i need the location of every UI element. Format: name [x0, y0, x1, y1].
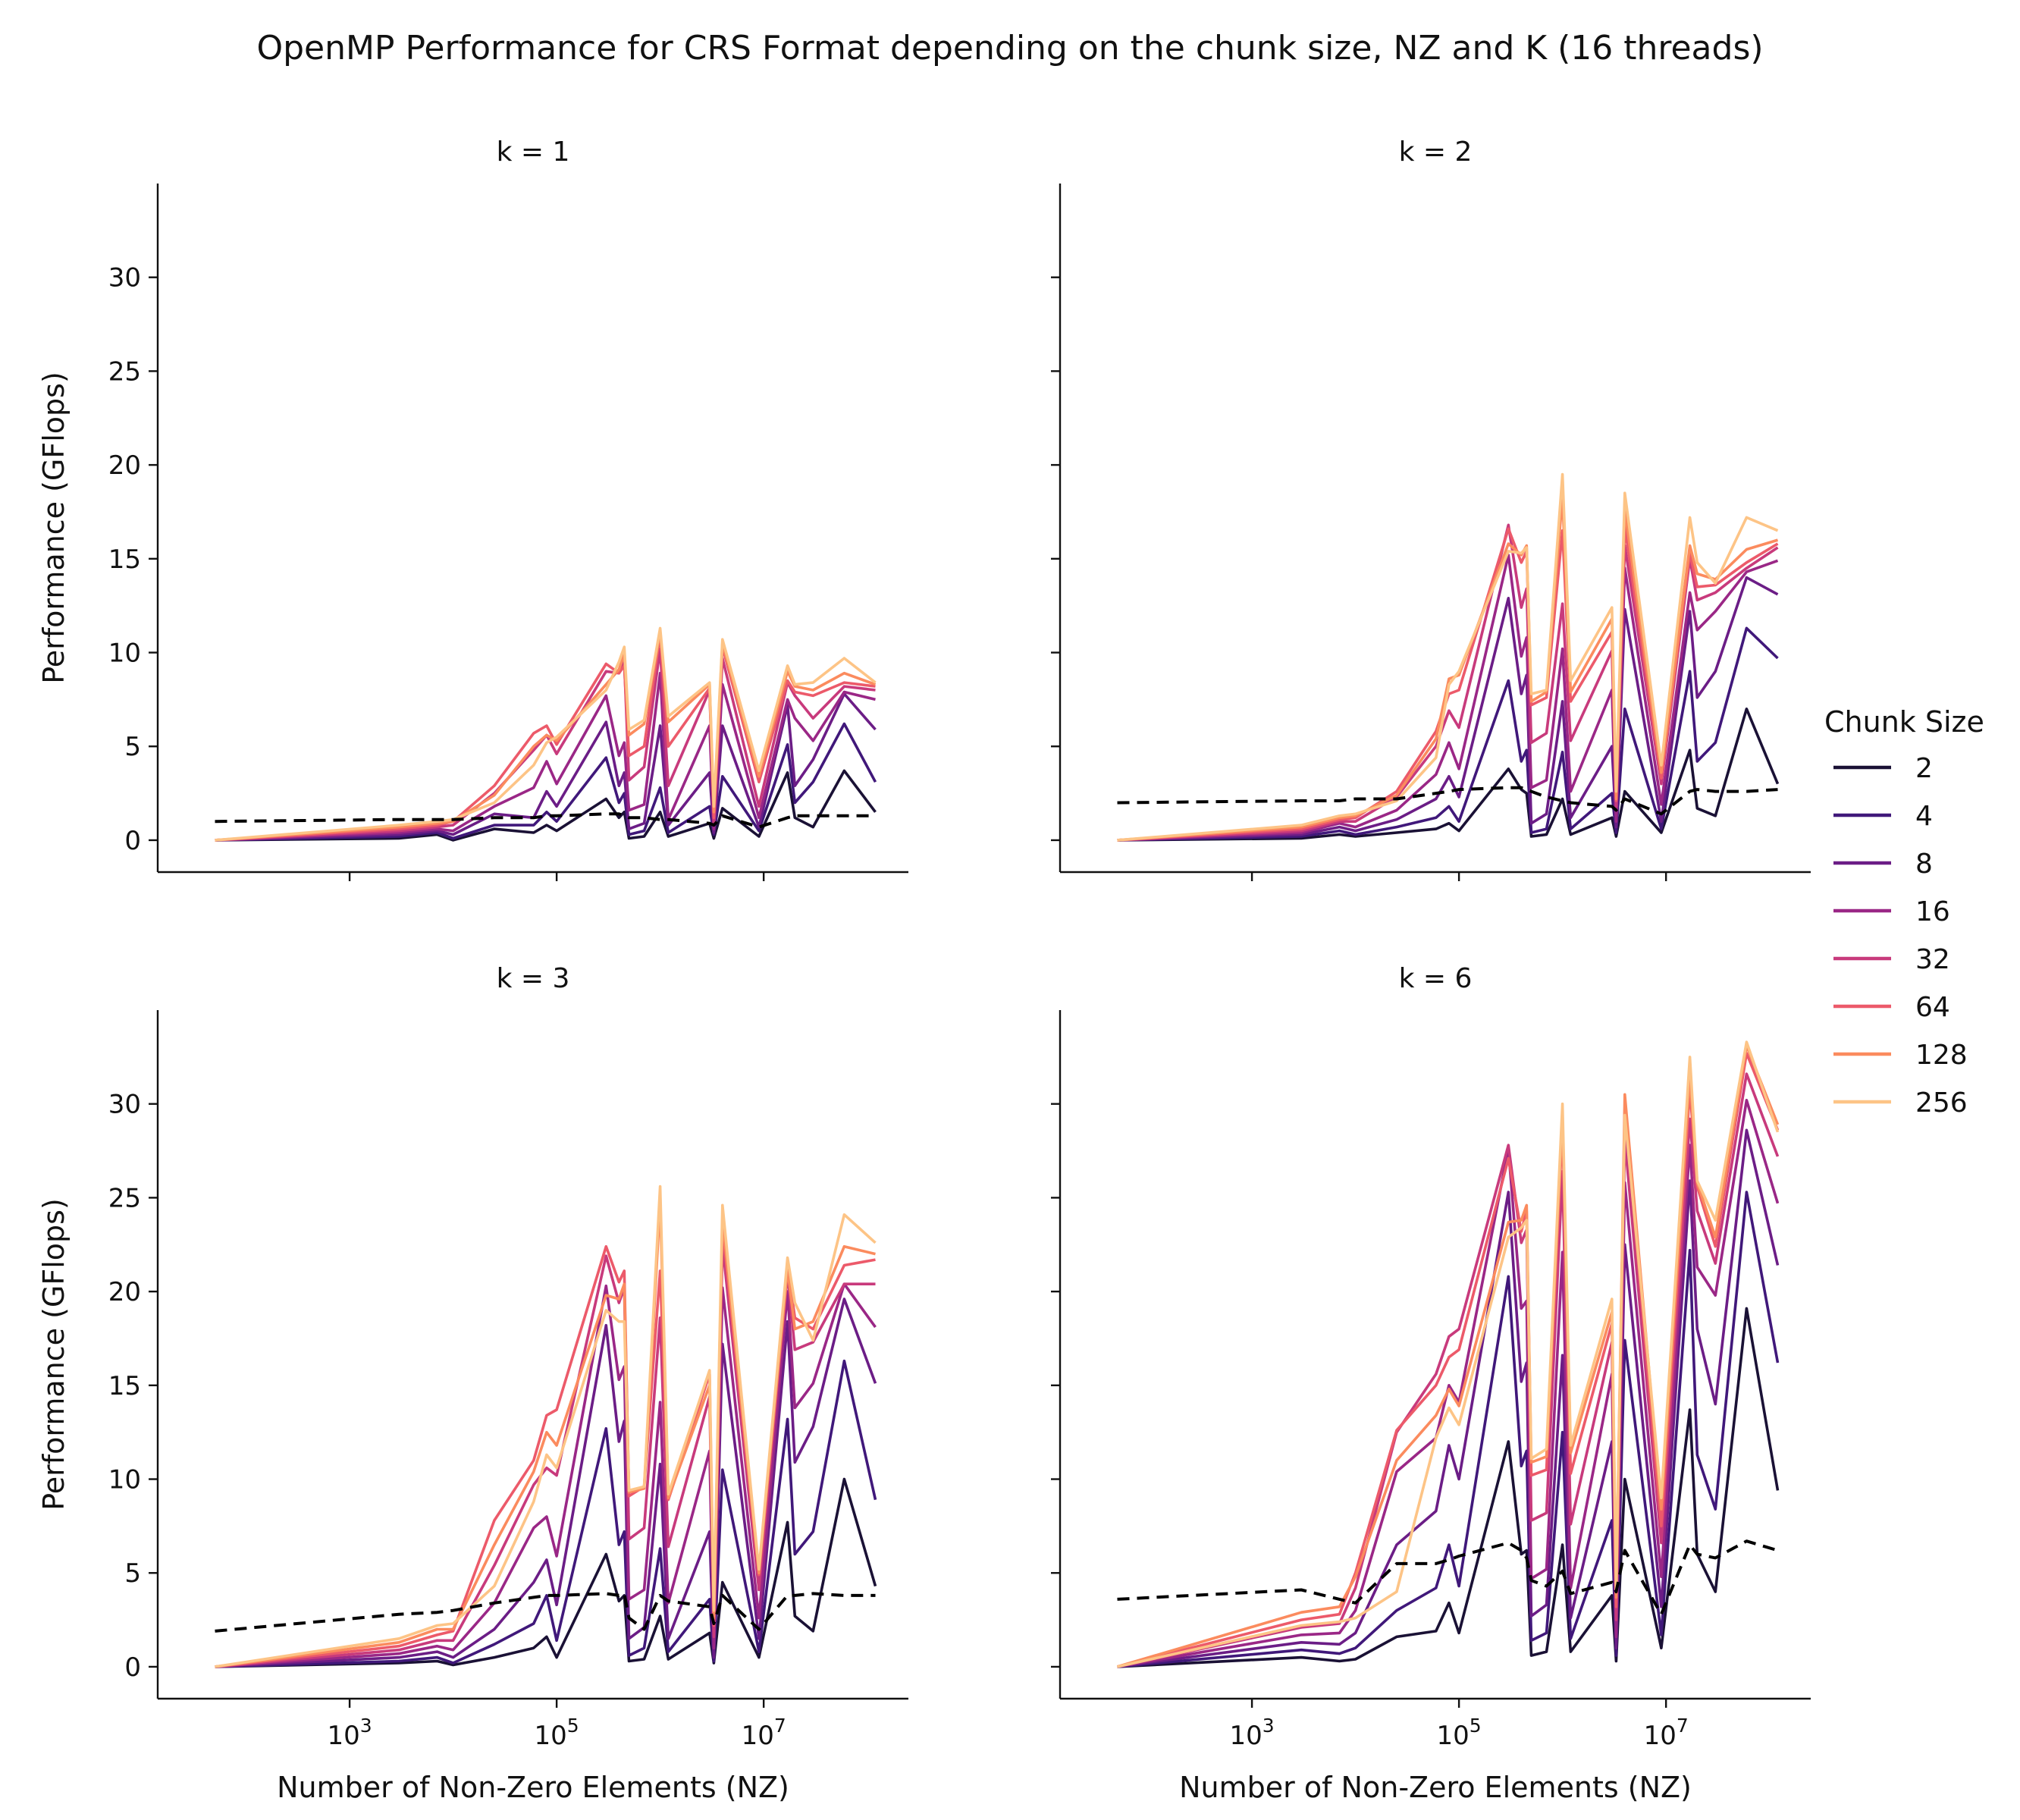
- panel-4: k = 6 103 105 107 Number of Non-Zero Element…: [1051, 963, 1811, 1804]
- x-tick-label: 103: [1230, 1715, 1275, 1751]
- series-line-baseline: [1117, 1539, 1779, 1616]
- y-tick-label: 5: [124, 1558, 141, 1589]
- legend-label-128: 128: [1915, 1040, 1968, 1071]
- series-line-chunk-4: [215, 1359, 877, 1668]
- series-line-chunk-128: [1117, 495, 1779, 842]
- series-line-chunk-8: [215, 1298, 877, 1668]
- y-tick-label: 5: [124, 732, 141, 762]
- series-line-chunk-4: [1117, 626, 1779, 842]
- series-line-chunk-256: [215, 626, 877, 842]
- x-tick-label: 107: [742, 1715, 786, 1751]
- series-line-chunk-256: [215, 1185, 877, 1668]
- panel-3: k = 3 0 5 10 15 20 25 30 103 105 107 Performance (G…: [37, 963, 908, 1804]
- y-tick-label: 15: [108, 1371, 141, 1401]
- x-tick-label: 107: [1644, 1715, 1689, 1751]
- legend-label-8: 8: [1915, 849, 1933, 880]
- series-line-chunk-32: [1117, 523, 1779, 842]
- series-line-chunk-2: [215, 1477, 877, 1668]
- y-tick-label: 25: [108, 1183, 141, 1213]
- series-line-chunk-64: [1117, 525, 1779, 842]
- y-tick-label: 10: [108, 1465, 141, 1495]
- series-line-chunk-256: [1117, 472, 1779, 842]
- series-line-chunk-256: [1117, 1040, 1780, 1668]
- series-line-chunk-16: [1117, 554, 1779, 842]
- panel-1: k = 1 0 5 10 15 20 25 30 Performance (GFlops): [37, 136, 908, 881]
- y-tick-label: 30: [108, 1090, 141, 1120]
- series-line-chunk-8: [215, 692, 877, 842]
- series-line-chunk-4: [215, 722, 877, 842]
- panel-title: k = 2: [1399, 136, 1473, 168]
- series-line-baseline: [215, 812, 876, 829]
- x-tick-label: 103: [328, 1715, 372, 1751]
- y-tick-label: 20: [108, 1277, 141, 1307]
- y-tick-label: 0: [124, 826, 141, 856]
- panel-2: k = 2: [1051, 136, 1811, 881]
- series-line-chunk-16: [215, 1282, 877, 1668]
- legend: Chunk Size 2 4 8 16 32 64 128 256: [1824, 705, 1984, 1119]
- series-line-baseline: [1117, 786, 1778, 816]
- legend-label-32: 32: [1915, 944, 1950, 975]
- series-line-chunk-2: [1117, 707, 1780, 842]
- series-line-chunk-32: [1117, 1072, 1780, 1668]
- series-line-chunk-64: [215, 632, 876, 842]
- series-line-chunk-2: [215, 769, 877, 842]
- y-axis-label: Performance (GFlops): [37, 1198, 71, 1511]
- y-tick-label: 20: [108, 450, 141, 481]
- series-line-chunk-128: [215, 1202, 876, 1668]
- x-tick-label: 105: [1437, 1715, 1482, 1751]
- legend-label-4: 4: [1915, 801, 1933, 832]
- y-tick-label: 0: [124, 1652, 141, 1683]
- x-axis-label: Number of Non-Zero Elements (NZ): [1179, 1771, 1692, 1804]
- y-tick-label: 15: [108, 544, 141, 575]
- panel-title: k = 1: [497, 136, 570, 168]
- panel-title: k = 3: [497, 963, 570, 994]
- x-axis-label: Number of Non-Zero Elements (NZ): [277, 1771, 789, 1804]
- panel-title: k = 6: [1399, 963, 1473, 994]
- series-line-chunk-16: [215, 671, 876, 842]
- legend-label-16: 16: [1915, 896, 1950, 927]
- series-line-chunk-8: [1117, 576, 1779, 842]
- series-line-chunk-2: [1117, 1307, 1780, 1668]
- y-tick-label: 25: [108, 356, 141, 387]
- series-line-chunk-8: [1117, 1128, 1780, 1668]
- x-tick-label: 105: [535, 1715, 579, 1751]
- series-line-chunk-16: [1117, 1099, 1780, 1668]
- y-tick-label: 10: [108, 639, 141, 669]
- series-line-chunk-4: [1117, 1191, 1780, 1668]
- legend-title: Chunk Size: [1824, 705, 1984, 739]
- legend-label-2: 2: [1915, 753, 1933, 784]
- y-axis-label: Performance (GFlops): [37, 372, 71, 684]
- figure-title: OpenMP Performance for CRS Format depend…: [256, 29, 1764, 67]
- series-line-chunk-128: [215, 630, 877, 842]
- legend-label-64: 64: [1915, 992, 1950, 1023]
- y-tick-label: 30: [108, 263, 141, 293]
- legend-label-256: 256: [1915, 1087, 1968, 1119]
